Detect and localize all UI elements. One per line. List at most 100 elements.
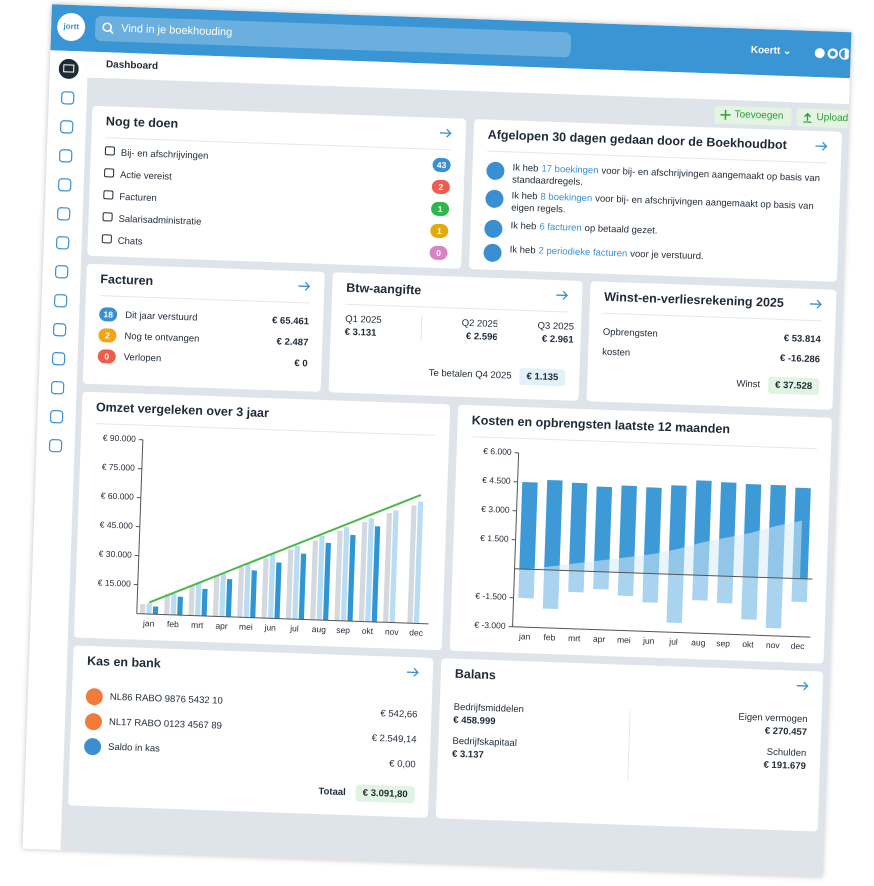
icon-shape bbox=[52, 323, 67, 337]
upload-label: Uploaden bbox=[816, 112, 852, 125]
cash-total: Totaal € 3.091,80 bbox=[318, 784, 415, 804]
bar bbox=[298, 553, 307, 620]
pnl-result: Winst € 37.528 bbox=[736, 376, 820, 396]
card-arrow[interactable] bbox=[809, 299, 822, 309]
x-tick-label: sep bbox=[716, 638, 730, 648]
card-arrow[interactable] bbox=[298, 281, 311, 291]
x-tick-label: dec bbox=[791, 641, 806, 651]
search-box[interactable]: Vind in je boekhouding bbox=[94, 15, 572, 58]
sidebar-icon[interactable] bbox=[52, 232, 73, 253]
sidebar-icon[interactable] bbox=[56, 117, 77, 138]
bot-text: Ik heb bbox=[509, 244, 536, 257]
sidebar-icon[interactable] bbox=[48, 348, 69, 369]
sidebar-icon[interactable] bbox=[46, 406, 67, 427]
bar bbox=[666, 574, 684, 623]
bar bbox=[274, 562, 282, 619]
vat-due-label: Te betalen Q4 2025 bbox=[428, 367, 512, 382]
pnl-card: Winst-en-verliesrekening 2025 Opbrengsten… bbox=[586, 281, 837, 410]
sidebar-icon[interactable] bbox=[50, 290, 71, 311]
pnl-result-amount: € 37.528 bbox=[767, 376, 820, 396]
bot-link[interactable]: 2 periodieke facturen bbox=[538, 245, 628, 260]
account-amount: € 0,00 bbox=[389, 758, 416, 771]
y-tick-label: € 90.000 bbox=[103, 433, 137, 444]
todo-label: Salarisadministratie bbox=[118, 213, 202, 228]
bot-card: Afgelopen 30 dagen gedaan door de Boekho… bbox=[469, 119, 843, 282]
bar bbox=[267, 554, 276, 619]
bar bbox=[292, 545, 301, 620]
upload-button[interactable]: Uploaden bbox=[796, 108, 852, 129]
sidebar-icon[interactable] bbox=[57, 88, 78, 109]
sidebar-icon[interactable] bbox=[58, 58, 79, 80]
bot-link[interactable]: 17 boekingen bbox=[541, 163, 599, 177]
x-tick-label: apr bbox=[215, 621, 228, 631]
icon-shape bbox=[56, 207, 71, 221]
todo-label: Chats bbox=[117, 235, 143, 248]
icon-shape bbox=[63, 64, 75, 73]
sidebar-icon[interactable] bbox=[53, 203, 74, 224]
bot-link[interactable]: 6 facturen bbox=[539, 221, 582, 234]
arrow-shape bbox=[809, 299, 822, 309]
bar bbox=[519, 482, 538, 570]
bar bbox=[146, 603, 152, 615]
bot-row: Ik heb 2 periodieke facturen voor je verst… bbox=[483, 243, 823, 268]
account-icon bbox=[85, 687, 104, 706]
card-arrow[interactable] bbox=[406, 667, 419, 677]
balance-item: Schulden € 191.679 bbox=[763, 746, 806, 773]
invoice-amount: € 0 bbox=[294, 357, 308, 370]
logo[interactable]: jortt bbox=[56, 12, 86, 42]
sidebar-icon[interactable] bbox=[54, 175, 75, 196]
card-arrow[interactable] bbox=[439, 128, 452, 138]
area bbox=[526, 520, 803, 579]
card-arrow[interactable] bbox=[815, 141, 828, 151]
top-icons[interactable] bbox=[814, 46, 849, 61]
card-arrow[interactable] bbox=[556, 290, 569, 300]
count-badge: 18 bbox=[98, 307, 118, 322]
x-tick-label: apr bbox=[593, 634, 606, 644]
add-button[interactable]: Toevoegen bbox=[714, 105, 792, 127]
bot-text: Ik heb bbox=[511, 190, 538, 203]
bot-link[interactable]: 8 boekingen bbox=[540, 191, 593, 205]
bar bbox=[347, 535, 356, 622]
account-amount: € 542,66 bbox=[380, 708, 418, 721]
invoice-amount: € 65.461 bbox=[271, 315, 310, 328]
sidebar-icon[interactable] bbox=[49, 319, 70, 340]
bar bbox=[334, 530, 343, 621]
top-bar: jortt Vind in je boekhouding Koertt ⌄ bbox=[50, 4, 852, 79]
account-label: Saldo in kas bbox=[107, 741, 161, 755]
cash-total-label: Totaal bbox=[318, 786, 346, 799]
account-icon bbox=[84, 712, 103, 731]
icon-shape bbox=[60, 120, 74, 134]
x-tick-label: jul bbox=[289, 623, 299, 633]
search-placeholder: Vind in je boekhouding bbox=[120, 22, 233, 39]
bar bbox=[219, 573, 227, 617]
sidebar-icon[interactable] bbox=[45, 435, 66, 456]
bar bbox=[389, 510, 399, 623]
y-tick-label: € 1.500 bbox=[480, 533, 509, 544]
user-menu[interactable]: Koertt ⌄ bbox=[750, 44, 792, 58]
card-title: Omzet vergeleken over 3 jaar bbox=[95, 400, 270, 421]
bar bbox=[170, 593, 177, 615]
x-axis bbox=[136, 613, 429, 625]
card-arrow[interactable] bbox=[796, 681, 809, 691]
vat-quarter-amount: € 2.961 bbox=[541, 333, 574, 346]
arrow-shape bbox=[298, 281, 311, 291]
count-badge: 43 bbox=[432, 157, 451, 173]
bot-icon bbox=[484, 219, 503, 239]
vat-card: Btw-aangifte Q1 2025 € 3.131 Q2 2025 € 2.596… bbox=[328, 272, 583, 401]
x-tick-label: jul bbox=[668, 636, 678, 646]
bar bbox=[310, 540, 319, 620]
x-tick-label: okt bbox=[362, 626, 374, 636]
sidebar-icon[interactable] bbox=[51, 261, 72, 282]
balance-card: Balans Bedrijfsmiddelen € 458.999 Bedrijfsk… bbox=[435, 658, 824, 832]
count-badge: 1 bbox=[430, 223, 449, 239]
icon-shape bbox=[55, 236, 70, 250]
bar bbox=[164, 594, 171, 615]
arrow-shape bbox=[556, 290, 569, 300]
sidebar-icon[interactable] bbox=[55, 146, 76, 167]
bar bbox=[716, 575, 734, 604]
icon-shape bbox=[58, 58, 79, 79]
balance-amount: € 270.457 bbox=[764, 725, 808, 739]
sidebar-icon[interactable] bbox=[47, 377, 68, 398]
account-row: NL17 RABO 0123 4567 89 € 2.549,14 bbox=[84, 712, 417, 745]
vat-due-amount: € 1.135 bbox=[519, 367, 566, 387]
